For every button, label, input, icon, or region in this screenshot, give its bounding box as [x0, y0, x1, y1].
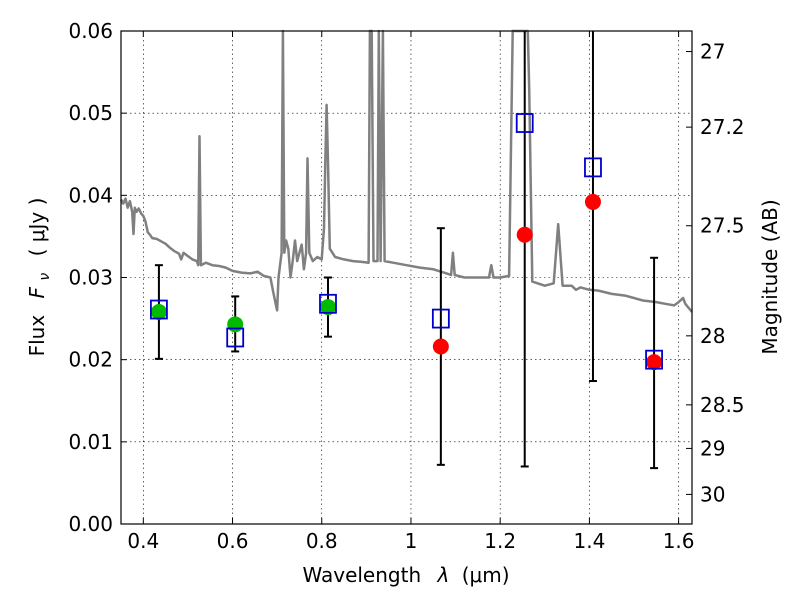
y-axis: 0.00 0.01 0.02 0.03 0.04 0.05 0.06: [68, 19, 127, 536]
x-tick-label: 1.2: [484, 529, 516, 553]
model-box-marker: [645, 349, 663, 370]
y-axis-label-unit: ( μJy ): [25, 198, 49, 257]
x-axis-label-unit: (μm): [462, 563, 510, 587]
y-tick-label: 0.04: [68, 183, 113, 207]
model-box-marker: [431, 308, 450, 329]
x-tick-label: 1: [405, 529, 418, 553]
y-axis-label-symbol: F: [25, 286, 49, 298]
y2-tick-label: 28.5: [700, 393, 745, 417]
model-box-marker: [150, 299, 168, 320]
model-box-marker: [319, 293, 337, 314]
green-data-point: [227, 316, 244, 333]
model-box-marker: [515, 113, 534, 133]
y2-tick-label: 29: [700, 436, 725, 460]
x-axis-label: Wavelength λ (μm): [302, 563, 509, 587]
y2-tick-label: 28: [700, 324, 725, 348]
y-tick-label: 0.06: [68, 19, 113, 43]
y-axis-label: Flux F ν ( μJy ): [25, 198, 54, 357]
x-tick-label: 0.4: [127, 529, 159, 553]
model-spectrum-layer: [119, 29, 693, 313]
y2-tick-label: 27: [700, 40, 725, 64]
red-data-point: [646, 354, 663, 371]
x-tick-label: 1.4: [573, 529, 605, 553]
box-markers: [150, 113, 663, 370]
errorbars: [154, 31, 659, 470]
model-box-marker: [584, 157, 602, 178]
model-box-marker: [226, 327, 245, 348]
y2-tick-label: 27.2: [700, 115, 745, 139]
y2-axis: 27 27.2 27.5 28 28.5 29 30: [686, 40, 745, 506]
y-axis-label-prefix: Flux: [25, 315, 49, 357]
x-axis: 0.4 0.6 0.8 1 1.2 1.4 1.6: [127, 31, 695, 553]
y-tick-label: 0.02: [68, 348, 113, 372]
red-data-point: [516, 226, 533, 243]
x-tick-label: 0.6: [217, 529, 249, 553]
y-tick-label: 0.03: [68, 266, 113, 290]
y2-tick-label: 27.5: [700, 214, 745, 238]
y-tick-label: 0.01: [68, 430, 113, 454]
y-tick-label: 0.05: [68, 101, 113, 125]
y2-axis-label: Magnitude (AB): [758, 199, 782, 354]
red-data-point: [584, 193, 601, 210]
red-data-point: [432, 338, 449, 355]
grid: [121, 30, 692, 525]
x-axis-label-symbol: λ: [437, 563, 450, 587]
model-spectrum-line: [119, 29, 693, 313]
y2-tick-label: 30: [700, 482, 725, 506]
y-tick-label: 0.00: [68, 512, 113, 536]
green-data-point: [319, 299, 336, 316]
x-tick-label: 1.6: [663, 529, 695, 553]
y-axis-label-subscript: ν: [37, 273, 53, 281]
x-axis-label-prefix: Wavelength: [302, 563, 421, 587]
green-data-point: [150, 304, 167, 321]
x-tick-label: 0.8: [306, 529, 338, 553]
